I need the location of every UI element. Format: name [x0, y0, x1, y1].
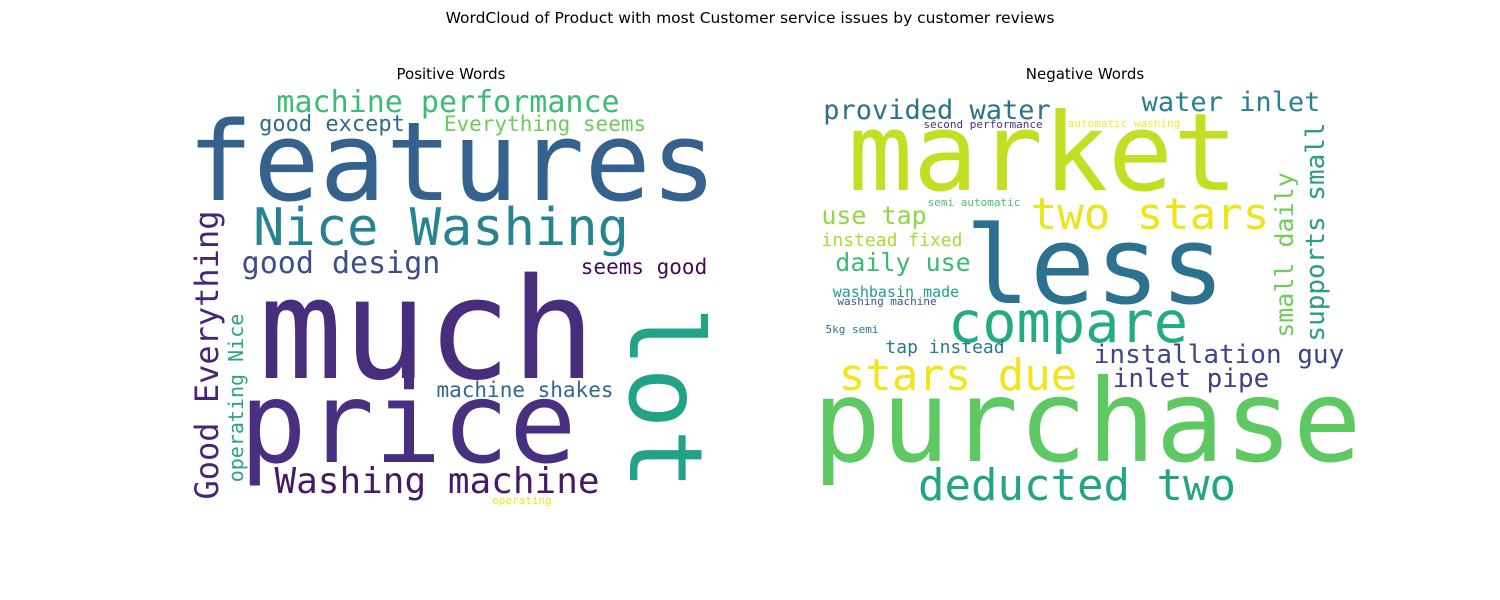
word-purchase: purchase: [812, 355, 1361, 488]
word-everything-seems: Everything seems: [444, 112, 646, 136]
word-instead-fixed: instead fixed: [822, 230, 963, 251]
word-operating-nice: operating Nice: [224, 314, 248, 483]
word-two-stars: two stars: [1031, 189, 1269, 240]
word-daily-use: daily use: [835, 248, 970, 277]
word-provided-water: provided water: [823, 95, 1051, 126]
word-water-inlet: water inlet: [1142, 87, 1321, 118]
panel-title-positive: Positive Words: [396, 65, 506, 83]
word-compare: compare: [948, 290, 1188, 356]
word-5kg-semi: 5kg semi: [826, 323, 879, 336]
word-seems-good: seems good: [581, 255, 707, 279]
word-nice-washing: Nice Washing: [253, 198, 629, 258]
word-stars-due: stars due: [839, 350, 1077, 401]
word-washing-machine: washing machine: [837, 295, 936, 308]
word-washbasin-made: washbasin made: [833, 283, 959, 301]
word-washing-machine: Washing machine: [274, 461, 599, 502]
word-deducted-two: deducted two: [918, 460, 1236, 511]
word-inlet-pipe: inlet pipe: [1113, 364, 1270, 394]
word-machine-shakes: machine shakes: [436, 378, 613, 402]
word-semi-automatic: semi automatic: [928, 196, 1021, 209]
word-market: market: [848, 91, 1238, 216]
word-use-tap: use tap: [821, 201, 926, 230]
word-machine-performance: machine performance: [276, 85, 619, 120]
word-small-daily: small daily: [1270, 172, 1299, 338]
panel-title-negative: Negative Words: [1025, 65, 1145, 83]
word-good-everything: Good Everything: [188, 211, 226, 500]
word-features: features: [187, 98, 717, 226]
word-automatic-washing: automatic washing: [1068, 117, 1181, 130]
word-price: price: [239, 359, 576, 489]
word-lot: lot: [605, 306, 724, 490]
word-operating: operating: [492, 494, 552, 507]
word-good-except: good except: [259, 112, 405, 137]
word-much: much: [258, 249, 595, 412]
word-less: less: [965, 204, 1225, 329]
word-tap-instead: tap instead: [885, 337, 1004, 358]
chart-title: WordCloud of Product with most Customer …: [445, 9, 1055, 27]
word-second-performance: second performance: [923, 118, 1042, 131]
word-good-design: good design: [242, 246, 441, 281]
word-installation-guy: installation guy: [1094, 340, 1344, 370]
word-supports-small: supports small: [1301, 122, 1331, 341]
